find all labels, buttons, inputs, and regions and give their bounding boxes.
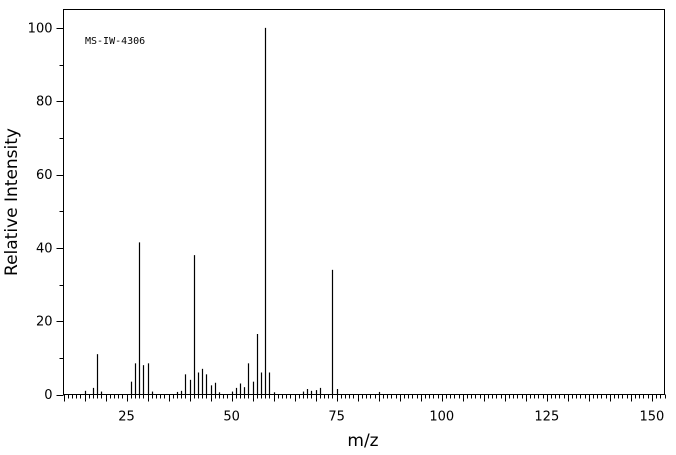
y-tick-label: 60 — [36, 168, 53, 183]
y-tick-label: 80 — [36, 95, 53, 110]
y-axis-title: Relative Intensity — [2, 128, 22, 276]
x-tick-label: 75 — [328, 410, 345, 425]
spectrum-annotation: MS-IW-4306 — [85, 36, 145, 47]
x-tick-label: 150 — [639, 410, 664, 425]
y-tick-label: 20 — [36, 315, 53, 330]
y-tick-label: 0 — [44, 388, 52, 403]
spectrum-peaks — [84, 27, 381, 395]
x-axis-title: m/z — [347, 431, 378, 451]
x-tick-label: 125 — [534, 410, 559, 425]
y-tick-label: 40 — [36, 241, 53, 256]
x-tick-label: 25 — [118, 410, 135, 425]
x-tick-label: 100 — [429, 410, 454, 425]
axis-ticks: 25 50 75 100 125 150 0 20 40 60 80 100 — [28, 21, 666, 425]
plot-frame — [63, 9, 665, 395]
x-tick-label: 50 — [223, 410, 240, 425]
y-tick-label: 100 — [28, 21, 53, 36]
